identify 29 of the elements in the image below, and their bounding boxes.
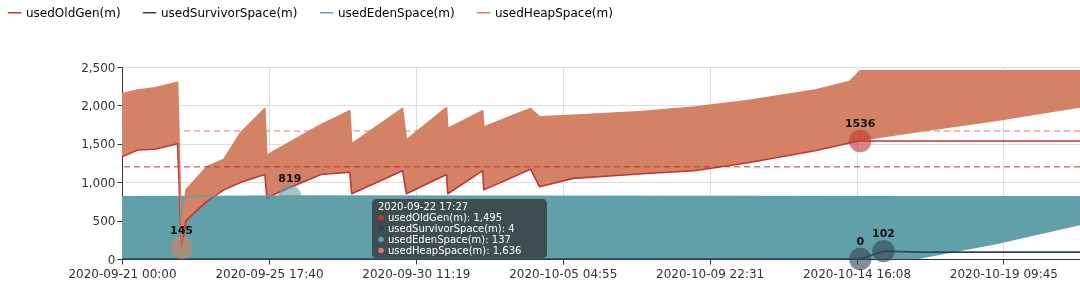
y-tick-label: 1,000: [81, 175, 116, 190]
y-tick-label: 0: [107, 252, 116, 267]
x-tick-label: 2020-10-09 22:31: [656, 266, 765, 281]
y-tick-label: 500: [92, 214, 116, 229]
legend-label: usedEdenSpace(m): [338, 5, 455, 20]
annotation: usedEdenSpace(m): 137: [388, 233, 511, 245]
annotation: usedSurvivorSpace(m): 4: [388, 222, 515, 234]
y-tick-label: 2,500: [81, 60, 116, 75]
annotation: 1536: [844, 117, 876, 131]
annotation: 819: [278, 172, 302, 186]
x-tick-label: 2020-10-05 04:55: [509, 266, 618, 281]
annotation: 102: [872, 227, 895, 241]
x-tick-label: 2020-09-25 17:40: [215, 266, 324, 281]
annotation: 2020-09-22 17:27: [378, 200, 469, 212]
point: [849, 247, 872, 271]
point: [872, 240, 895, 263]
y-tick-label: 2,000: [81, 98, 116, 113]
annotation: usedOldGen(m): 1,495: [388, 211, 503, 223]
x-tick-label: 2020-09-21 00:00: [68, 266, 177, 281]
point: [849, 129, 872, 153]
annotation: 0: [856, 235, 865, 248]
annotation: usedHeapSpace(m): 1,636: [388, 244, 522, 256]
x-tick-label: 2020-10-14 16:08: [802, 266, 912, 281]
x-tick-label: 2020-10-19 09:45: [949, 266, 1058, 281]
y-tick-label: 1,500: [81, 137, 116, 152]
legend-label: usedHeapSpace(m): [495, 5, 613, 20]
legend-label: usedOldGen(m): [26, 5, 121, 20]
x-tick-label: 2020-09-30 11:19: [362, 266, 471, 281]
legend-label: usedSurvivorSpace(m): [161, 5, 298, 20]
